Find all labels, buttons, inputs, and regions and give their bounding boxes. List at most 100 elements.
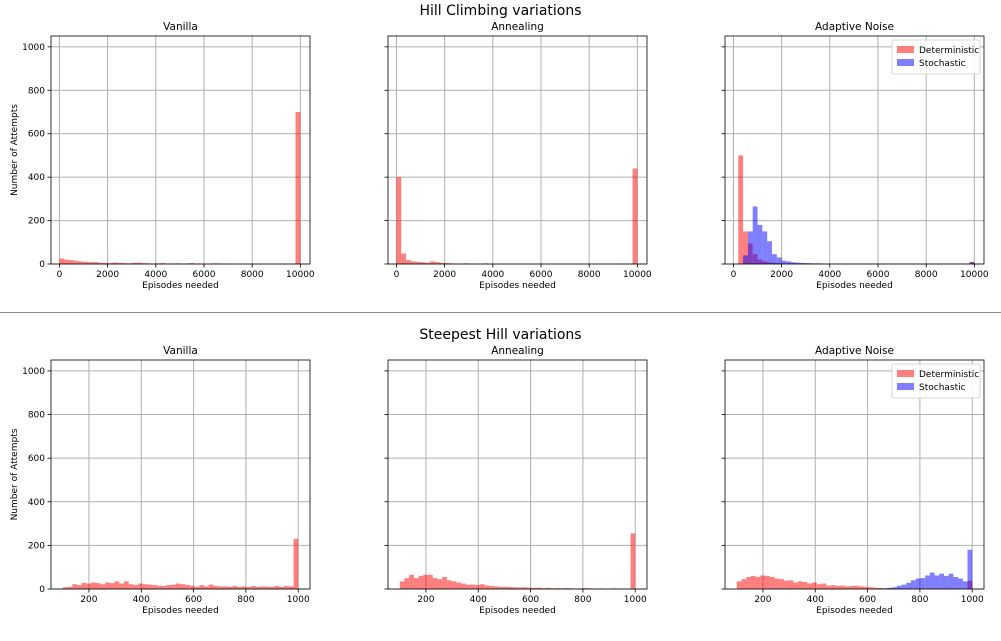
histogram-bar: [826, 585, 831, 589]
chart-panel-1: 0 2000 4000 6000 8000 10000 Annealing Episodes …: [384, 21, 652, 291]
histogram-bar: [741, 579, 747, 589]
y-tick-label: 200: [28, 217, 45, 227]
histogram-bar: [498, 586, 504, 589]
histogram-bar: [564, 588, 570, 589]
histogram-bar: [241, 586, 247, 589]
histogram-bar: [493, 586, 499, 589]
subplot-title: Adaptive Noise: [815, 345, 894, 357]
histogram-bar: [911, 580, 916, 589]
axes-frame: [50, 35, 311, 265]
histogram-bar: [123, 581, 129, 589]
histogram-bar: [805, 263, 811, 264]
histogram-bar: [295, 112, 301, 264]
histogram-bar: [76, 585, 82, 589]
histogram-bar: [948, 573, 954, 589]
histogram-bar: [93, 262, 98, 264]
x-tick-label: 400: [133, 595, 150, 605]
histogram-bar: [920, 578, 926, 589]
histogram-bar: [208, 584, 214, 589]
histogram-bar: [460, 583, 466, 589]
histogram-bar: [816, 584, 822, 589]
histogram-bar: [62, 587, 68, 589]
histogram-bar: [78, 261, 84, 264]
histogram-bar: [227, 586, 233, 589]
axes-frame: [387, 35, 648, 265]
x-axis-label: Episodes needed: [142, 281, 219, 291]
histogram-bar: [409, 574, 414, 589]
histogram-bar: [213, 585, 219, 589]
histogram-bar: [122, 263, 127, 264]
histogram-bar: [508, 587, 513, 589]
histogram-bar: [119, 583, 124, 589]
histogram-bar: [420, 262, 426, 264]
histogram-bar: [222, 586, 228, 589]
histogram-bar: [925, 575, 930, 589]
histogram-bar: [279, 587, 285, 589]
axes-frame: [50, 359, 311, 590]
histogram-bar: [171, 584, 176, 589]
histogram-bar: [800, 262, 806, 264]
histogram-bar: [288, 586, 294, 589]
histogram-bar: [147, 584, 153, 589]
histogram-bar: [413, 578, 419, 589]
histogram-bar: [425, 262, 431, 264]
x-axis-label: Episodes needed: [479, 281, 556, 291]
y-axis-label: Number of Attempts: [10, 428, 20, 520]
histogram-bar: [251, 585, 256, 589]
histogram-bar: [747, 231, 753, 264]
histogram-bar: [752, 206, 758, 264]
x-tick-label: 400: [470, 595, 487, 605]
histogram-bar: [91, 582, 96, 589]
histogram-bar: [906, 582, 912, 589]
histogram-bar: [83, 261, 89, 264]
histogram-bar: [812, 582, 817, 589]
histogram-bar: [738, 155, 744, 264]
histogram-bar: [868, 587, 874, 589]
histogram-bar: [117, 262, 123, 264]
x-tick-label: 0: [394, 270, 400, 280]
subplot-title: Annealing: [491, 345, 544, 357]
x-tick-label: 800: [911, 595, 928, 605]
histogram-bar: [274, 585, 280, 589]
x-tick-label: 10000: [623, 270, 652, 280]
histogram-bar: [255, 586, 261, 589]
subplot-title: Annealing: [491, 21, 544, 33]
histogram-bar: [760, 575, 766, 589]
histogram-bar: [771, 254, 777, 264]
y-tick-label: 1000: [22, 367, 45, 377]
histogram-bar: [470, 584, 476, 589]
histogram-bar: [939, 573, 944, 589]
row-separator: [0, 312, 1001, 313]
histogram-bar: [746, 577, 751, 589]
histogram-bar: [404, 578, 410, 589]
histogram-bar: [479, 584, 485, 589]
histogram-bar: [969, 262, 975, 264]
legend-label: Deterministic: [919, 370, 979, 380]
histogram-bar: [796, 262, 801, 264]
histogram-bar: [95, 583, 101, 589]
histogram-bar: [475, 585, 480, 589]
histogram-bar: [142, 584, 148, 589]
histogram-bar: [901, 584, 907, 589]
histogram-bar: [863, 586, 869, 589]
histogram-bar: [418, 575, 424, 589]
x-tick-label: 4000: [144, 270, 167, 280]
histogram-bar: [64, 259, 70, 264]
histogram-bar: [194, 586, 200, 589]
histogram-bar: [69, 260, 74, 264]
y-tick-label: 600: [28, 454, 45, 464]
histogram-bar: [632, 168, 638, 264]
histogram-bar: [189, 585, 195, 589]
chart-panel-5: 200 400 600 800 1000 Adaptive Noise Episodes n…: [721, 345, 985, 616]
x-tick-label: 10000: [960, 270, 989, 280]
subplot-title: Vanilla: [163, 345, 198, 357]
histogram-bar: [781, 260, 787, 264]
histogram-bar: [845, 586, 850, 589]
x-tick-label: 600: [185, 595, 202, 605]
histogram-bar: [915, 578, 921, 589]
histogram-bar: [840, 585, 846, 589]
axes-frame: [724, 35, 985, 265]
x-tick-label: 800: [574, 595, 591, 605]
chart-panel-4: 200 400 600 800 1000 Annealing Episodes needed: [384, 345, 648, 616]
histogram-bar: [873, 587, 879, 589]
